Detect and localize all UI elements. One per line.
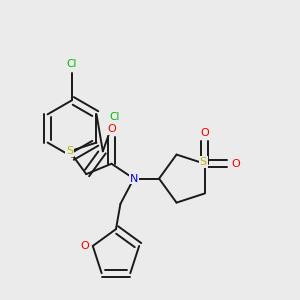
Text: O: O	[107, 124, 116, 134]
Text: O: O	[231, 159, 240, 169]
Text: Cl: Cl	[110, 112, 120, 122]
Text: O: O	[80, 241, 89, 251]
Text: S: S	[200, 157, 207, 167]
Text: N: N	[130, 174, 138, 184]
Text: Cl: Cl	[67, 59, 77, 69]
Text: S: S	[66, 146, 73, 156]
Text: O: O	[200, 128, 209, 138]
